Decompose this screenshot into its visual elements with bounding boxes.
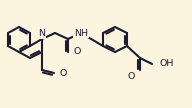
Text: OH: OH (160, 60, 174, 68)
Text: NH: NH (74, 29, 88, 37)
Text: N: N (39, 29, 46, 38)
Text: O: O (73, 48, 80, 56)
Text: O: O (128, 72, 135, 81)
Text: O: O (59, 68, 66, 78)
